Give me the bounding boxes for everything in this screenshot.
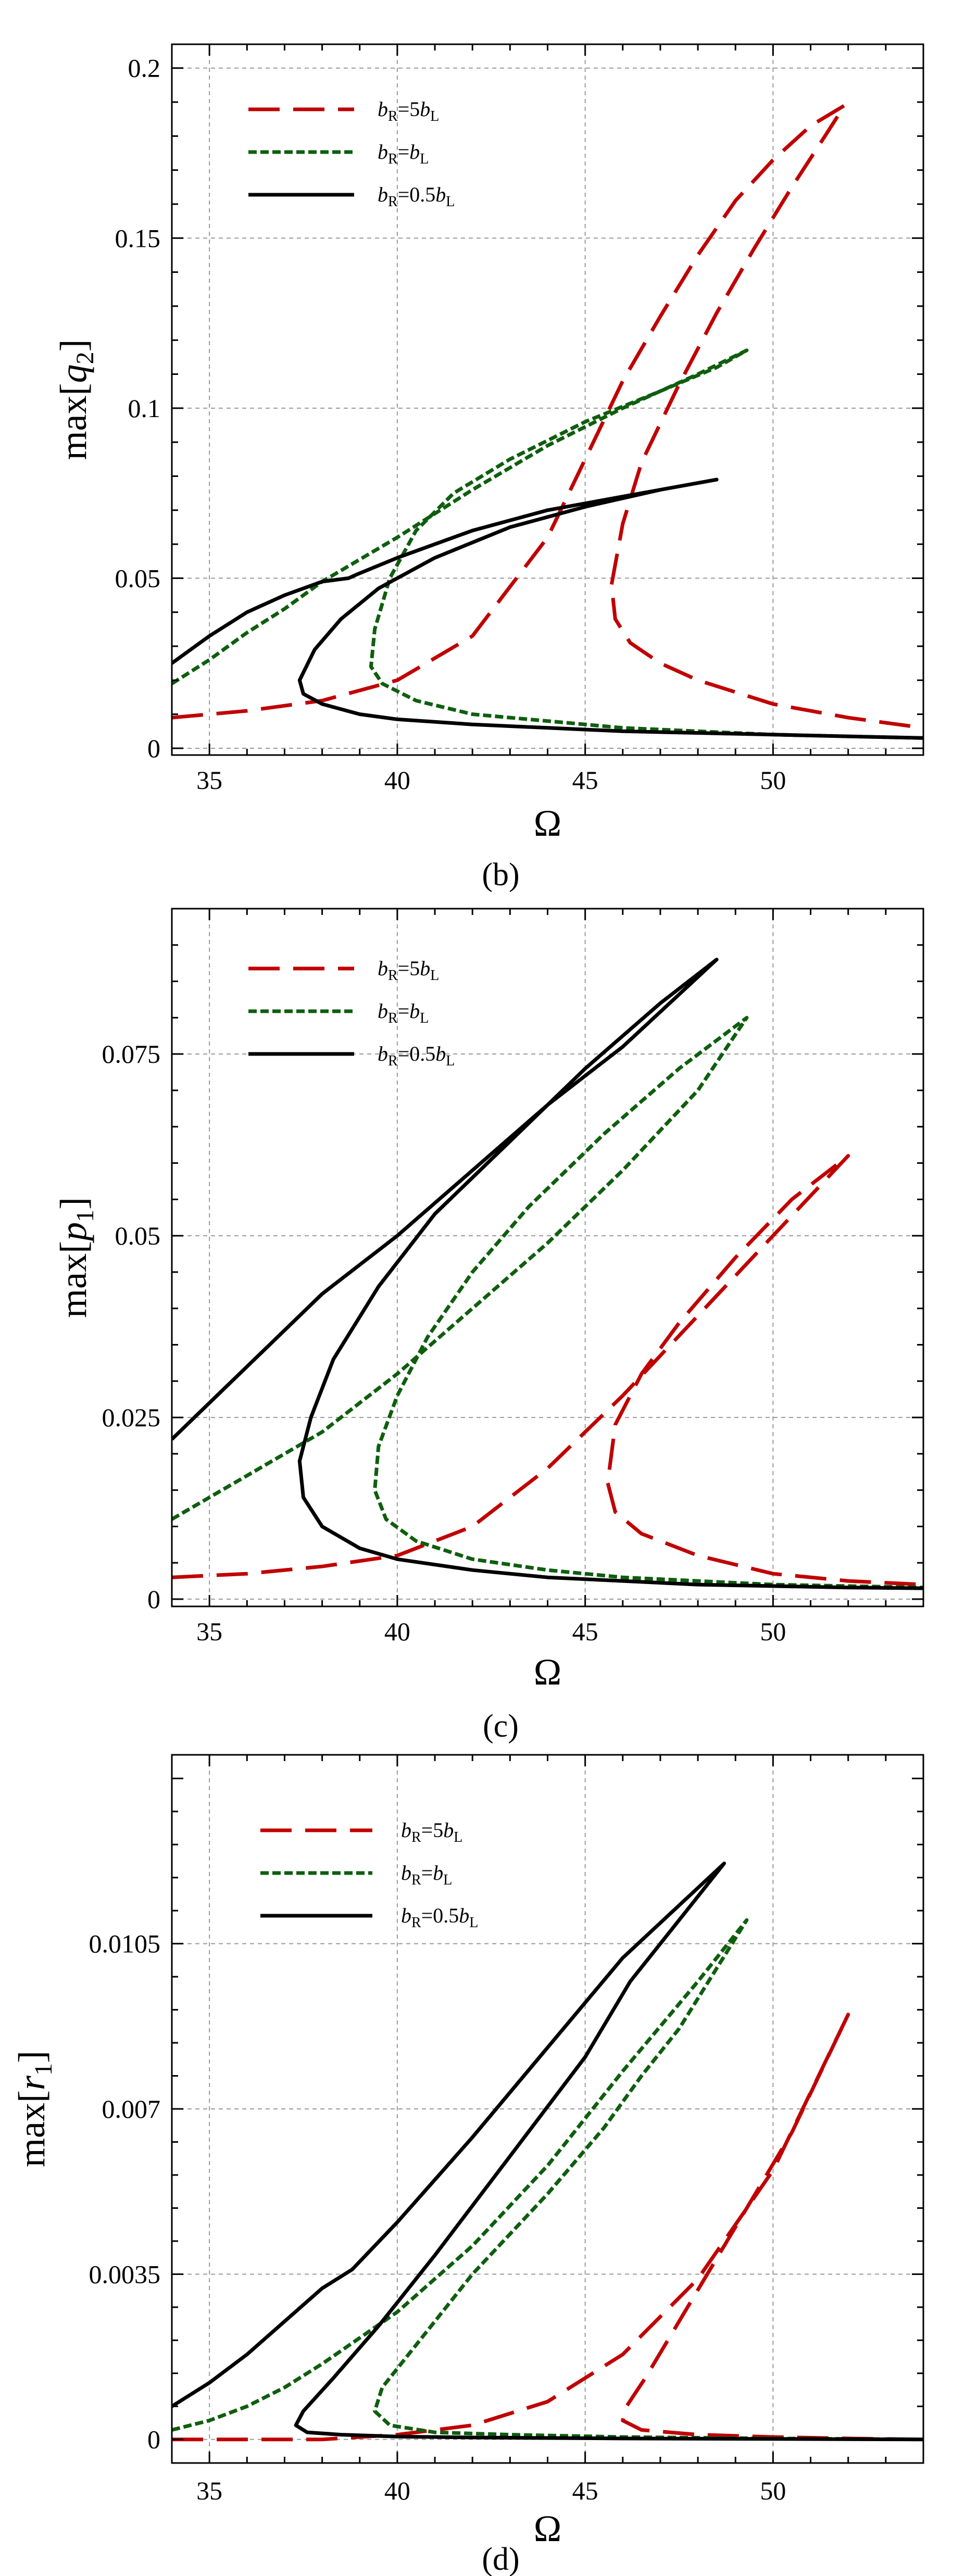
series-line-red-long-dash [172, 2013, 923, 2442]
x-tick-label: 35 [196, 2476, 222, 2505]
series-line-red-long-dash [172, 104, 923, 730]
y-tick-label: 0 [147, 1585, 160, 1614]
x-tick-label: 45 [572, 1617, 598, 1646]
x-tick-label: 40 [384, 765, 410, 795]
legend-label: bR=5bL [401, 1818, 462, 1845]
y-tick-label: 0.05 [115, 563, 161, 593]
x-tick-label: 50 [760, 1617, 786, 1646]
x-tick-label: 35 [196, 765, 222, 795]
legend-label: bR=bL [401, 1861, 452, 1888]
y-tick-label: 0 [147, 734, 160, 763]
legend-label: bR=5bL [378, 97, 439, 124]
legend-label: bR=0.5bL [378, 1042, 455, 1069]
y-axis-title: max[p1] [53, 1197, 99, 1318]
series-line-green-short-dash [172, 1918, 923, 2442]
panel-caption: (b) [482, 857, 519, 893]
legend-label: bR=bL [378, 140, 429, 167]
y-axis-title: max[r1] [11, 2051, 57, 2167]
series-line-black-solid [172, 477, 923, 740]
x-tick-label: 35 [196, 1617, 222, 1646]
y-tick-label: 0 [147, 2425, 160, 2454]
series-line-green-short-dash [172, 1015, 923, 1590]
x-axis-title: Ω [534, 2508, 562, 2549]
panel-caption: (c) [483, 1708, 519, 1744]
y-tick-label: 0.075 [102, 1039, 161, 1069]
y-tick-label: 0.05 [115, 1221, 161, 1250]
y-tick-label: 0.025 [102, 1403, 161, 1432]
legend-label: bR=5bL [378, 957, 439, 984]
series-line-red-long-dash [172, 1154, 923, 1587]
y-tick-label: 0.1 [128, 394, 161, 423]
y-tick-label: 0.2 [128, 54, 161, 83]
y-tick-label: 0.0035 [89, 2259, 161, 2289]
y-tick-label: 0.15 [115, 223, 161, 253]
x-tick-label: 40 [384, 2476, 410, 2505]
x-axis-title: Ω [534, 1651, 562, 1693]
x-tick-label: 40 [384, 1617, 410, 1646]
panel-caption: (d) [482, 2542, 519, 2576]
legend-label: bR=0.5bL [401, 1904, 478, 1931]
y-axis-title: max[q2] [53, 340, 99, 460]
series-line-black-solid [172, 1862, 923, 2442]
y-tick-label: 0.007 [102, 2094, 161, 2123]
y-tick-label: 0.0105 [89, 1929, 161, 1958]
x-tick-label: 45 [572, 765, 598, 795]
legend-label: bR=0.5bL [378, 183, 455, 210]
plot-frame [171, 908, 924, 1607]
legend-label: bR=bL [378, 999, 429, 1026]
x-tick-label: 50 [760, 765, 786, 795]
series-line-black-solid [172, 958, 923, 1590]
x-axis-title: Ω [534, 802, 562, 844]
series-line-green-short-dash [172, 348, 923, 740]
x-tick-label: 45 [572, 2476, 598, 2505]
x-tick-label: 50 [760, 2476, 786, 2505]
